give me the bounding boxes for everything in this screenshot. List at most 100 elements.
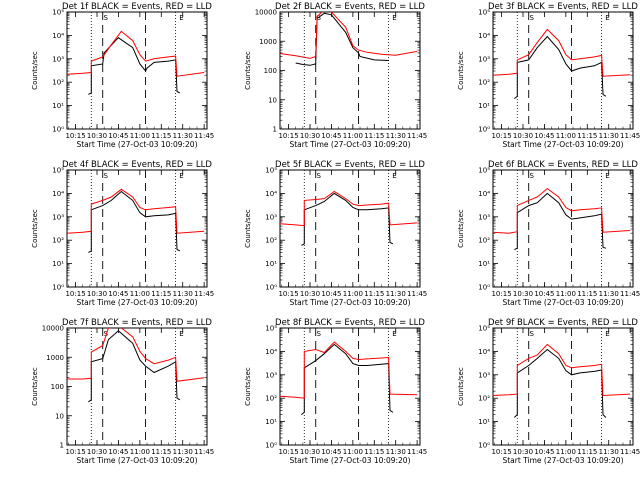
series-line-red-lld [280,190,418,227]
x-tick-label: 10:30 [300,290,320,298]
y-tick-label: 10² [478,79,490,87]
x-tick-label: 11:45 [620,448,640,456]
x-tick-label: 10:30 [87,132,107,140]
chart-panel-8: Det 8f BLACK = Events, RED = LLD 10⁰ 10¹ 10… [244,318,427,465]
y-axis-label: Counts/sec [31,51,39,90]
x-tick-label: 10:45 [321,448,341,456]
chart-panel-1: Det 1f BLACK = Events, RED = LLD 10⁰ 10¹ 10… [31,2,214,149]
series-line-black-events [514,348,607,418]
marker-label: S [316,14,321,22]
y-tick-label: 10² [265,237,277,245]
y-tick-label: 10⁰ [478,126,490,134]
series-line-red-lld [280,12,418,59]
x-tick-label: 11:30 [599,132,619,140]
x-tick-label: 11:15 [151,290,171,298]
y-tick-label: 10⁰ [52,126,64,134]
series-line-black-events [301,192,394,246]
chart-title: Det 5f BLACK = Events, RED = LLD [275,160,425,170]
x-axis-label: Start Time (27-Oct-03 10:09:20) [76,140,197,149]
x-tick-label: 10:15 [65,448,85,456]
x-tick-label: 11:45 [407,290,427,298]
plot-frame [492,327,634,446]
y-tick-label: 10⁰ [52,284,64,292]
y-tick-label: 10⁴ [478,190,490,198]
y-axis-label: Counts/sec [457,51,465,90]
x-tick-label: 11:30 [386,132,406,140]
y-tick-label: 10⁴ [265,348,277,356]
x-tick-label: 11:30 [173,290,193,298]
plot-frame [492,11,634,130]
marker-label: E [605,14,609,22]
y-axis-label: Counts/sec [457,209,465,248]
x-tick-label: 11:45 [620,290,640,298]
series-line-red-lld [67,188,205,234]
x-axis-label: Start Time (27-Oct-03 10:09:20) [289,298,410,307]
x-tick-label: 10:45 [108,448,128,456]
y-tick-label: 10³ [478,55,490,63]
series-line-black-events [88,190,181,253]
y-tick-label: 10¹ [478,260,490,268]
y-axis-label: Counts/sec [31,367,39,406]
x-tick-label: 10:45 [534,132,554,140]
chart-panel-2: Det 2f BLACK = Events, RED = LLD 1 10 100 10… [244,2,427,149]
x-tick-label: 11:45 [407,448,427,456]
series-line-red-lld [67,328,205,382]
plot-frame [279,11,421,130]
x-tick-label: 11:45 [620,132,640,140]
marker-label: E [392,172,396,180]
x-tick-label: 10:30 [300,448,320,456]
y-tick-label: 1000 [46,354,64,362]
y-tick-label: 10⁵ [265,167,277,175]
y-tick-label: 10⁴ [478,348,490,356]
chart-title: Det 8f BLACK = Events, RED = LLD [275,318,425,328]
chart-panel-9: Det 9f BLACK = Events, RED = LLD 10⁰ 10¹ 10… [457,318,640,465]
x-tick-label: 10:15 [491,290,511,298]
x-tick-label: 11:15 [577,448,597,456]
x-tick-label: 11:15 [364,132,384,140]
x-tick-label: 11:30 [599,448,619,456]
x-tick-label: 10:30 [513,290,533,298]
y-tick-label: 10⁰ [478,284,490,292]
y-tick-label: 10⁴ [52,190,64,198]
marker-label: S [316,330,321,338]
y-tick-label: 10³ [52,55,64,63]
x-axis-label: Start Time (27-Oct-03 10:09:20) [502,456,623,465]
marker-label: S [103,172,108,180]
plot-frame [279,327,421,446]
series-line-red-lld [493,28,631,77]
y-tick-label: 10² [52,79,64,87]
y-tick-label: 100 [264,67,277,75]
x-tick-label: 10:15 [278,290,298,298]
chart-panel-5: Det 5f BLACK = Events, RED = LLD 10⁰ 10¹ 10… [244,160,427,307]
y-tick-label: 10⁵ [52,9,64,17]
x-tick-label: 11:00 [556,448,576,456]
x-tick-label: 11:45 [194,290,214,298]
series-line-black-events [88,37,181,95]
y-tick-label: 1 [60,442,64,450]
x-tick-label: 11:30 [599,290,619,298]
series-line-black-events [514,192,607,250]
y-tick-label: 10¹ [52,102,64,110]
y-tick-label: 10³ [265,213,277,221]
x-tick-label: 10:15 [65,290,85,298]
x-tick-label: 11:15 [151,132,171,140]
series-line-red-lld [67,30,205,77]
marker-label: E [392,14,396,22]
y-tick-label: 10⁴ [265,190,277,198]
x-tick-label: 11:30 [173,448,193,456]
x-axis-label: Start Time (27-Oct-03 10:09:20) [289,140,410,149]
x-tick-label: 10:15 [65,132,85,140]
x-tick-label: 10:15 [491,448,511,456]
x-tick-label: 11:00 [556,132,576,140]
x-tick-label: 10:45 [321,132,341,140]
marker-label: S [529,172,534,180]
y-axis-label: Counts/sec [244,51,252,90]
chart-panel-7: Det 7f BLACK = Events, RED = LLD 1 10 100 10… [31,318,214,465]
y-tick-label: 10⁰ [265,284,277,292]
plot-frame [66,11,208,130]
series-line-black-events [88,330,181,403]
x-tick-label: 11:00 [130,132,150,140]
x-tick-label: 11:30 [173,132,193,140]
